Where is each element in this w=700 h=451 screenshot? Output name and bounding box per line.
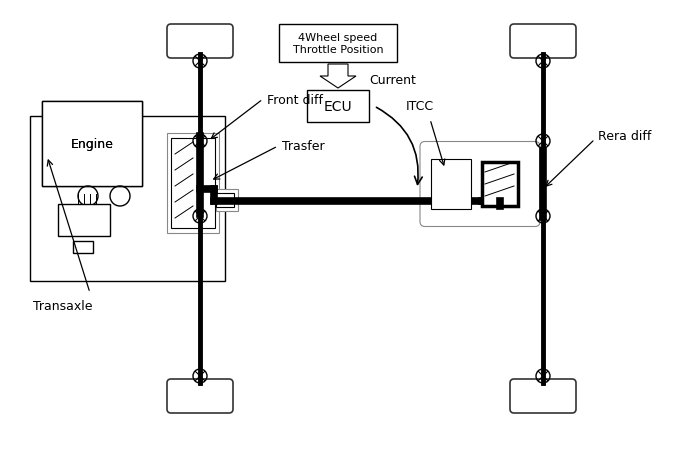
Bar: [167, 133, 219, 234]
FancyBboxPatch shape: [167, 379, 233, 413]
Text: 4Wheel speed
Throttle Position: 4Wheel speed Throttle Position: [293, 33, 384, 55]
Text: Rera diff: Rera diff: [598, 130, 652, 143]
Bar: [73, 241, 93, 253]
Bar: [307, 91, 369, 123]
Text: ECU: ECU: [323, 100, 352, 114]
Text: Engine: Engine: [71, 138, 113, 151]
Bar: [58, 205, 110, 236]
Text: Trasfer: Trasfer: [282, 140, 325, 153]
Text: Engine: Engine: [71, 138, 113, 151]
Polygon shape: [320, 65, 356, 89]
Bar: [431, 160, 471, 210]
FancyBboxPatch shape: [510, 25, 576, 59]
Bar: [42, 102, 142, 187]
FancyBboxPatch shape: [510, 379, 576, 413]
Bar: [216, 189, 238, 212]
Text: ITCC: ITCC: [406, 100, 434, 113]
FancyBboxPatch shape: [420, 142, 540, 227]
Text: Current: Current: [370, 74, 416, 87]
Text: Transaxle: Transaxle: [33, 299, 92, 312]
Bar: [42, 102, 142, 187]
FancyBboxPatch shape: [167, 25, 233, 59]
Text: Front diff: Front diff: [267, 93, 323, 106]
Bar: [279, 25, 397, 63]
Bar: [171, 139, 215, 229]
Bar: [30, 117, 225, 281]
Bar: [216, 193, 234, 207]
Bar: [482, 163, 518, 207]
